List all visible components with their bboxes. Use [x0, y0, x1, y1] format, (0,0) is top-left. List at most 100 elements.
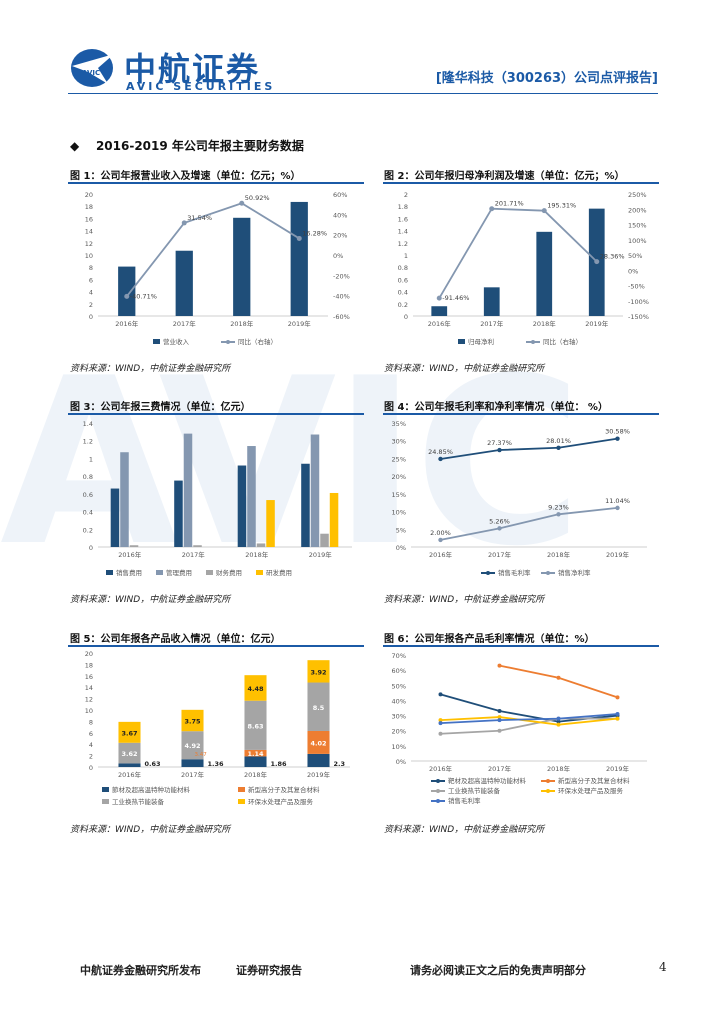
margin-point: [615, 505, 620, 511]
margin-label: 30.58%: [605, 428, 630, 436]
footer-publisher: 中航证券金融研究所发布: [80, 964, 201, 977]
product-margin-point: [497, 709, 502, 714]
margin-label: 11.04%: [605, 497, 630, 505]
fig1-source: 资料来源：WIND，中航证券金融研究所: [70, 364, 231, 374]
product-margin-point: [438, 721, 443, 726]
stacked-segment: [181, 709, 204, 732]
segment-label: 3.75: [184, 718, 201, 726]
fig4-source: 资料来源：WIND，中航证券金融研究所: [384, 595, 545, 605]
bar: [193, 545, 202, 547]
section-title: ◆ 2016-2019 年公司年报主要财务数据: [70, 137, 304, 154]
y2-tick-label: 150%: [628, 222, 647, 230]
growth-label: -91.46%: [442, 294, 469, 302]
margin-label: 28.01%: [546, 437, 571, 445]
growth-line: [126, 202, 300, 297]
y-tick-label: 20%: [392, 473, 406, 481]
y-tick-label: 18: [85, 661, 93, 669]
growth-label: 31.54%: [187, 214, 212, 222]
legend-marker: [436, 789, 440, 793]
bar: [247, 446, 256, 547]
product-margin-point: [556, 716, 561, 721]
product-margin-line: [440, 713, 618, 725]
y-tick-label: 8: [89, 264, 93, 272]
y-tick-label: 0: [89, 313, 93, 321]
legend-marker: [546, 571, 550, 575]
y2-tick-label: -100%: [628, 298, 649, 306]
x-tick-label: 2018年: [245, 550, 269, 559]
bar: [175, 250, 193, 316]
section-title-text: 2016-2019 年公司年报主要财务数据: [95, 139, 304, 153]
growth-label: 28.36%: [600, 253, 625, 261]
y-tick-label: 0.8: [83, 473, 93, 481]
fig1-rule: [68, 182, 364, 184]
y-tick-label: 70%: [392, 652, 406, 660]
watermark: AVIC: [0, 330, 583, 597]
legend-swatch: [238, 799, 245, 804]
fig3-rule: [68, 413, 364, 415]
y-tick-label: 4: [89, 289, 93, 297]
bar: [233, 217, 251, 316]
legend-swatch: [256, 570, 263, 575]
growth-label: 16.28%: [302, 229, 327, 237]
y-tick-label: 60%: [392, 667, 406, 675]
segment-extra-label: 3.47: [195, 752, 208, 758]
legend-marker: [436, 779, 440, 783]
y-tick-label: 2: [89, 301, 93, 309]
bar: [310, 434, 320, 547]
legend-label: 新型高分子及其复合材料: [558, 776, 630, 785]
legend-label: 销售毛利率: [498, 568, 531, 577]
y-tick-label: 0%: [396, 758, 406, 766]
y2-tick-label: -60%: [333, 313, 350, 321]
segment-label: 2.3: [334, 760, 346, 768]
growth-label: 195.31%: [547, 202, 576, 210]
bar: [536, 231, 553, 316]
legend-label: 销售费用: [116, 568, 142, 577]
y-tick-label: 0: [89, 544, 93, 552]
legend-marker: [531, 340, 535, 344]
x-tick-label: 2017年: [480, 319, 504, 328]
product-margin-point: [497, 728, 502, 733]
y-tick-label: 0: [404, 313, 408, 321]
margin-point: [497, 447, 502, 453]
y-tick-label: 0.6: [83, 491, 93, 499]
y-tick-label: 1: [89, 455, 93, 463]
segment-label: 1.36: [208, 760, 225, 768]
legend-marker: [546, 779, 550, 783]
y2-tick-label: 50%: [628, 252, 642, 260]
y2-tick-label: 100%: [628, 237, 647, 245]
y-tick-label: 30%: [392, 438, 406, 446]
fig2-source: 资料来源：WIND，中航证券金融研究所: [384, 364, 545, 374]
stacked-segment: [181, 731, 204, 760]
y-tick-label: 12: [85, 696, 93, 704]
logo-cn: 中航证券: [124, 50, 261, 88]
legend-swatch: [458, 339, 465, 344]
bar: [237, 465, 247, 547]
y-tick-label: 1: [404, 252, 408, 260]
y-tick-label: 1.4: [398, 228, 408, 236]
stacked-segment: [118, 763, 141, 767]
margin-label: 9.23%: [548, 503, 569, 511]
x-tick-label: 2016年: [118, 550, 142, 559]
bar: [301, 463, 310, 547]
legend-label: 同比（右轴）: [543, 337, 582, 346]
legend-label: 财务费用: [216, 568, 242, 577]
legend-label: 营业收入: [163, 337, 190, 346]
margin-label: 5.26%: [489, 517, 510, 525]
segment-label: 4.48: [247, 685, 264, 693]
growth-point: [181, 220, 187, 226]
y2-tick-label: 200%: [628, 206, 647, 214]
margin-point: [438, 456, 443, 462]
growth-label: -40.71%: [130, 292, 157, 300]
product-margin-point: [556, 719, 561, 724]
y-tick-label: 0.4: [398, 289, 408, 297]
growth-label: 201.71%: [495, 200, 524, 208]
margin-label: 27.37%: [487, 439, 512, 447]
x-tick-label: 2017年: [182, 550, 206, 559]
y-tick-label: 2: [404, 191, 408, 199]
legend-swatch: [102, 799, 109, 804]
x-tick-label: 2016年: [429, 764, 453, 773]
x-tick-label: 2018年: [547, 550, 571, 559]
legend-label: 工业换热节能装备: [448, 786, 501, 795]
header-divider: [68, 93, 658, 94]
y-tick-label: 0.4: [83, 509, 93, 517]
